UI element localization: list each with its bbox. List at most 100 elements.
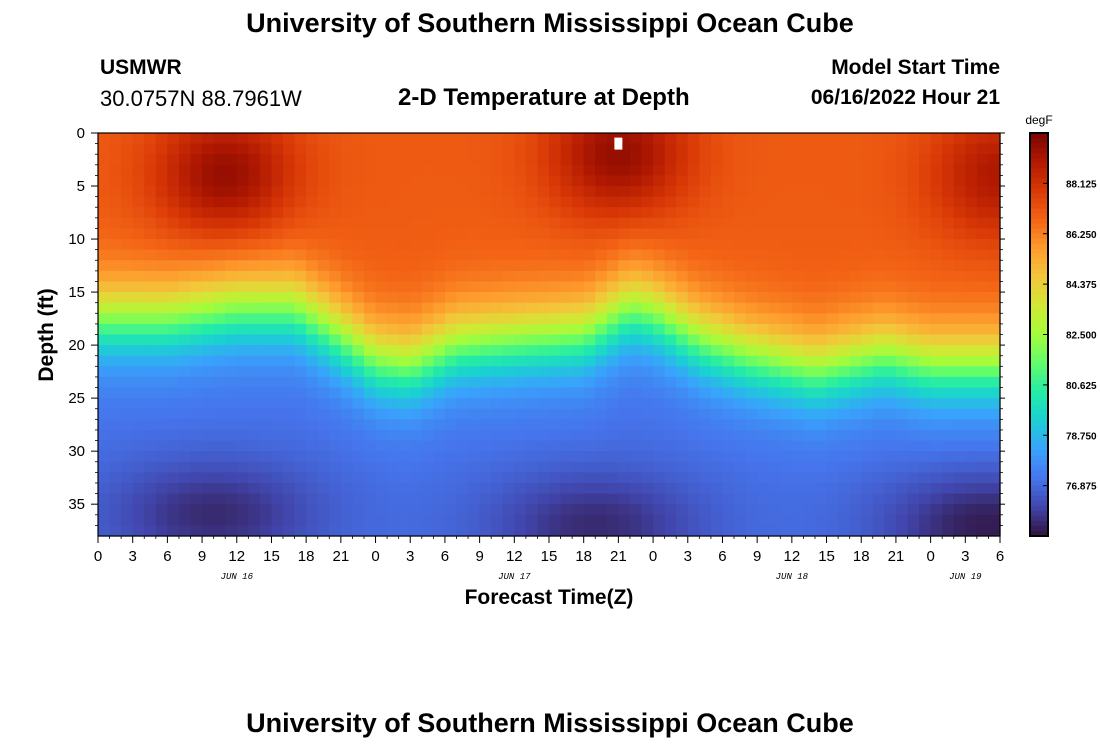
heatmap-cell bbox=[907, 472, 920, 484]
heatmap-cell bbox=[976, 164, 990, 177]
heatmap-cell bbox=[329, 239, 342, 251]
heatmap-cell bbox=[814, 154, 828, 166]
heatmap-cell bbox=[283, 164, 296, 177]
heatmap-cell bbox=[583, 419, 596, 431]
heatmap-cell bbox=[583, 514, 596, 526]
heatmap-cell bbox=[398, 504, 411, 516]
heatmap-cell bbox=[849, 398, 862, 410]
heatmap-cell bbox=[468, 514, 481, 526]
heatmap-cell bbox=[479, 482, 492, 495]
heatmap-cell bbox=[745, 398, 758, 410]
heatmap-cell bbox=[491, 228, 504, 240]
heatmap-cell bbox=[410, 355, 423, 367]
heatmap-cell bbox=[271, 440, 284, 452]
heatmap-cell bbox=[919, 239, 932, 251]
heatmap-cell bbox=[537, 239, 550, 251]
heatmap-cell bbox=[745, 355, 758, 367]
heatmap-cell bbox=[167, 302, 180, 314]
x-tick-label: 18 bbox=[575, 548, 592, 565]
heatmap-cell bbox=[167, 143, 180, 155]
heatmap-cell bbox=[213, 366, 226, 378]
heatmap-cell bbox=[167, 239, 180, 251]
heatmap-cell bbox=[803, 323, 816, 336]
heatmap-cell bbox=[872, 143, 885, 155]
heatmap-cell bbox=[121, 376, 134, 389]
heatmap-cell bbox=[942, 387, 955, 399]
heatmap-cell bbox=[965, 133, 978, 145]
heatmap-cell bbox=[895, 334, 909, 346]
heatmap-cell bbox=[780, 186, 793, 198]
heatmap-cell bbox=[884, 408, 897, 420]
heatmap-cell bbox=[387, 143, 400, 155]
heatmap-cell bbox=[687, 451, 700, 463]
heatmap-cell bbox=[121, 334, 134, 346]
heatmap-cell bbox=[155, 217, 168, 230]
heatmap-cell bbox=[410, 398, 423, 410]
heatmap-cell bbox=[444, 482, 458, 495]
heatmap-cell bbox=[641, 387, 654, 399]
heatmap-cell bbox=[757, 429, 770, 442]
heatmap-cell bbox=[167, 228, 180, 240]
heatmap-cell bbox=[861, 175, 874, 187]
heatmap-cell bbox=[109, 419, 122, 431]
heatmap-cell bbox=[710, 482, 724, 495]
heatmap-cell bbox=[629, 482, 643, 495]
heatmap-cell bbox=[514, 493, 527, 505]
heatmap-cell bbox=[225, 472, 238, 484]
heatmap-cell bbox=[202, 525, 215, 537]
heatmap-cell bbox=[167, 408, 180, 420]
heatmap-cell bbox=[306, 376, 319, 389]
heatmap-cell bbox=[98, 482, 111, 495]
heatmap-cell bbox=[595, 217, 608, 230]
heatmap-cell bbox=[884, 207, 897, 219]
heatmap-cell bbox=[734, 504, 747, 516]
heatmap-cell bbox=[502, 270, 515, 283]
heatmap-cell bbox=[271, 292, 284, 304]
heatmap-cell bbox=[861, 292, 874, 304]
heatmap-cell bbox=[919, 387, 932, 399]
heatmap-cell bbox=[525, 323, 539, 336]
heatmap-cell bbox=[606, 196, 619, 208]
heatmap-cell bbox=[838, 292, 851, 304]
heatmap-cell bbox=[757, 398, 770, 410]
heatmap-cell bbox=[502, 175, 515, 187]
heatmap-cell bbox=[884, 493, 897, 505]
heatmap-cell bbox=[618, 461, 631, 473]
heatmap-cell bbox=[294, 302, 307, 314]
heatmap-cell bbox=[178, 164, 192, 177]
heatmap-cell bbox=[895, 228, 909, 240]
heatmap-cell bbox=[872, 451, 885, 463]
heatmap-cell bbox=[121, 440, 134, 452]
heatmap-cell bbox=[838, 408, 851, 420]
heatmap-cell bbox=[306, 482, 319, 495]
heatmap-cell bbox=[537, 292, 550, 304]
heatmap-cell bbox=[826, 281, 839, 293]
day-label: JUN 16 bbox=[221, 572, 254, 582]
heatmap-cell bbox=[236, 387, 249, 399]
heatmap-cell bbox=[560, 334, 573, 346]
heatmap-cell bbox=[826, 387, 839, 399]
heatmap-cell bbox=[965, 302, 978, 314]
heatmap-cell bbox=[456, 419, 469, 431]
heatmap-cell bbox=[942, 281, 955, 293]
heatmap-cell bbox=[421, 175, 434, 187]
heatmap-cell bbox=[572, 334, 585, 346]
heatmap-cell bbox=[98, 493, 111, 505]
heatmap-cell bbox=[410, 186, 423, 198]
heatmap-cell bbox=[479, 281, 492, 293]
heatmap-cell bbox=[294, 239, 307, 251]
heatmap-cell bbox=[629, 366, 643, 378]
heatmap-cell bbox=[468, 429, 481, 442]
heatmap-cell bbox=[895, 302, 909, 314]
heatmap-cell bbox=[791, 366, 805, 378]
heatmap-cell bbox=[687, 323, 700, 336]
heatmap-cell bbox=[421, 313, 434, 325]
heatmap-cell bbox=[502, 429, 515, 442]
heatmap-cell bbox=[988, 323, 1001, 336]
heatmap-cell bbox=[884, 323, 897, 336]
heatmap-cell bbox=[953, 472, 966, 484]
heatmap-cell bbox=[884, 249, 897, 261]
heatmap-cell bbox=[872, 429, 885, 442]
heatmap-cell bbox=[514, 228, 527, 240]
heatmap-cell bbox=[109, 461, 122, 473]
